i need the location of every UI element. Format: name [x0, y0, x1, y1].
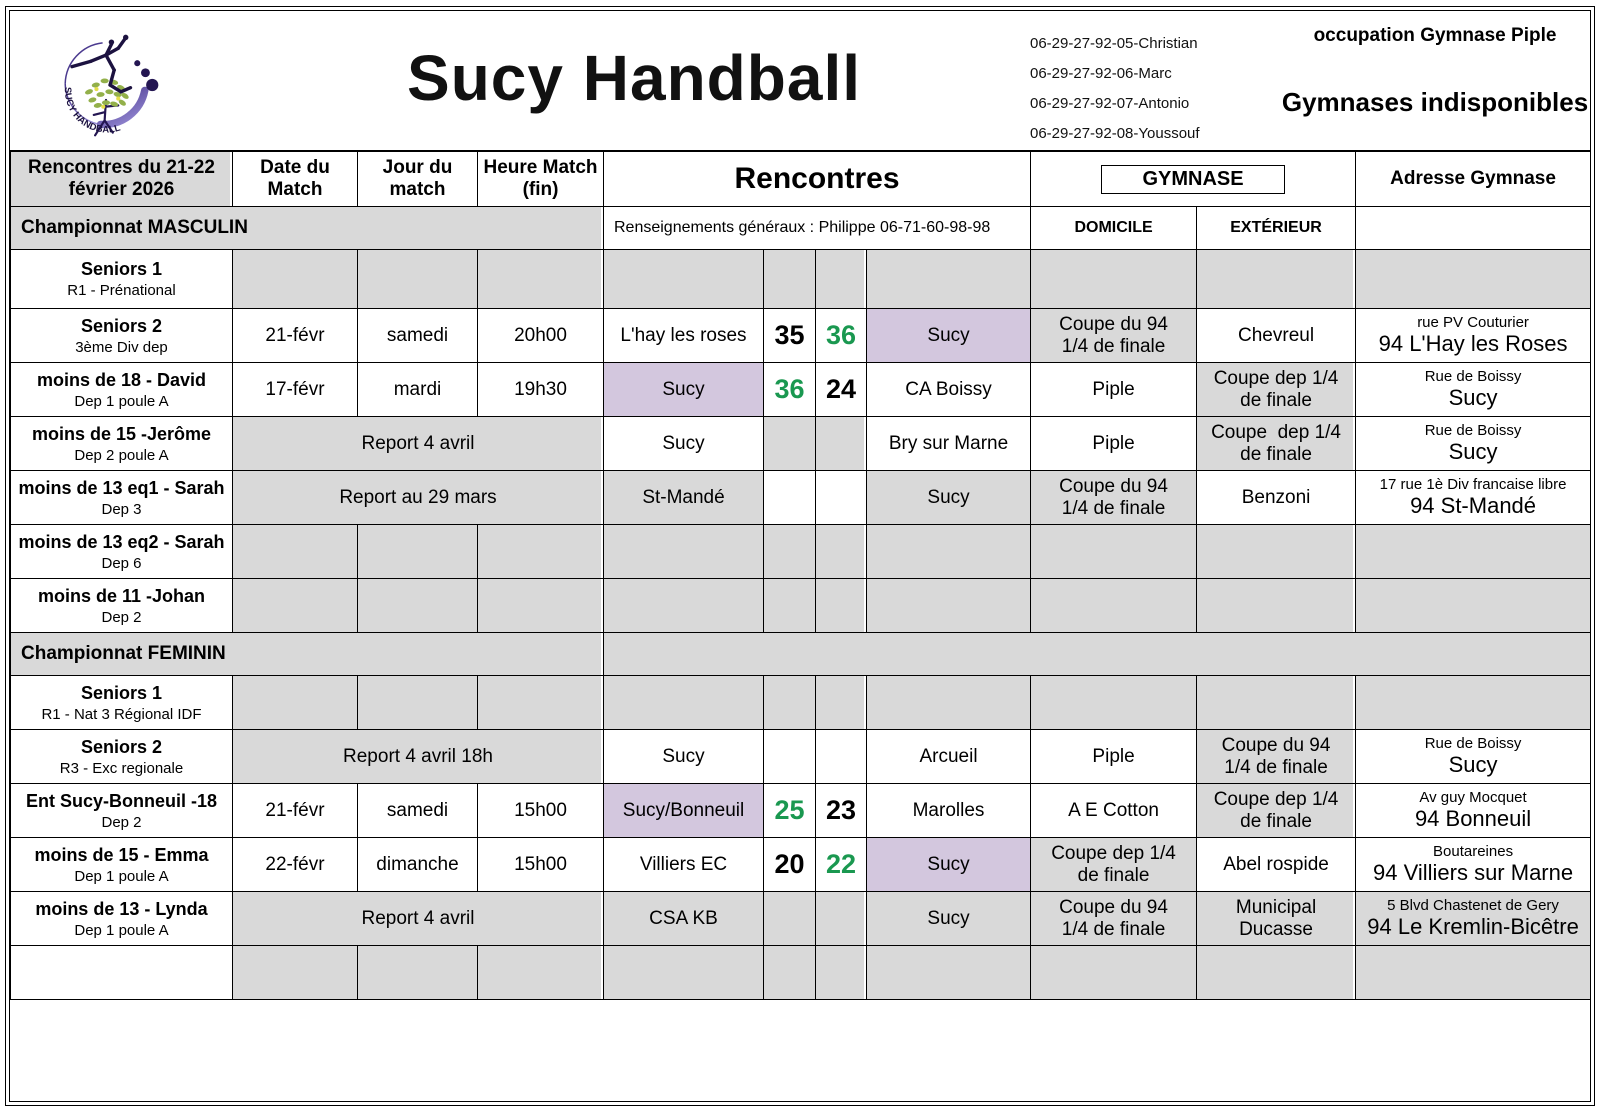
- svg-text:SUCY HANDBALL: SUCY HANDBALL: [62, 87, 122, 136]
